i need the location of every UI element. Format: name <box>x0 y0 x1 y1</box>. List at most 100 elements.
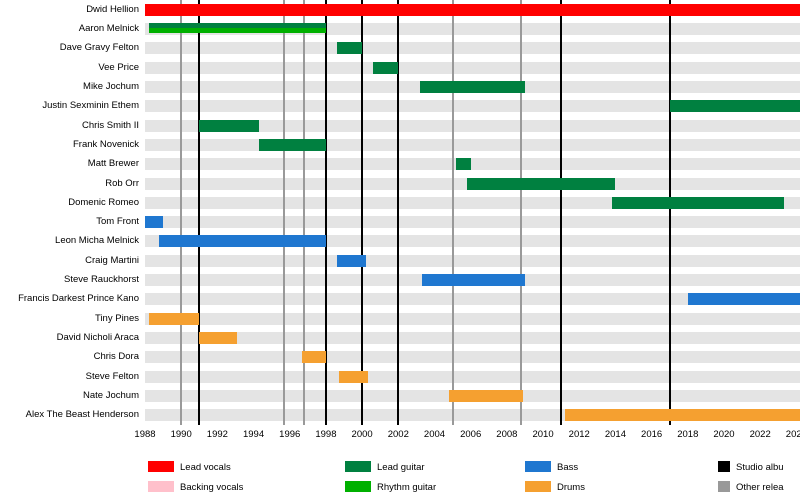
timeline-bar <box>338 370 368 383</box>
member-label: Chris Dora <box>93 351 139 363</box>
legend-label-studio_album: Studio albu <box>736 462 784 473</box>
studio-album-line <box>397 0 400 425</box>
member-label: Matt Brewer <box>87 158 139 170</box>
timeline-bar <box>148 22 326 28</box>
row-band <box>145 370 800 383</box>
legend-swatch-bass <box>525 461 551 472</box>
member-label: David Nicholi Araca <box>56 332 139 344</box>
legend-label-lead_vocals: Lead vocals <box>180 462 231 473</box>
member-label: Leon Micha Melnick <box>55 235 139 247</box>
row-band <box>145 119 800 132</box>
member-label: Craig Martini <box>85 254 139 266</box>
x-axis-tick: 2006 <box>460 429 482 440</box>
x-axis-tick: 1996 <box>279 429 301 440</box>
x-axis-tick: 1994 <box>242 429 265 440</box>
other-release-line <box>283 0 286 425</box>
legend-swatch-studio_album <box>718 461 730 472</box>
timeline-plot-area <box>145 0 800 425</box>
timeline-bar <box>456 158 471 171</box>
member-label: Steve Rauckhorst <box>64 274 139 286</box>
timeline-bar <box>148 27 326 33</box>
x-axis-tick: 2022 <box>749 429 771 440</box>
timeline-bar <box>148 312 200 325</box>
legend-swatch-drums <box>525 481 551 492</box>
timeline-bar <box>372 61 399 74</box>
row-band <box>145 332 800 345</box>
x-axis-tick: 2016 <box>641 429 663 440</box>
legend-label-rhythm_guitar: Rhythm guitar <box>377 482 437 493</box>
row-band <box>145 312 800 325</box>
x-axis: 1988 1990 1992 1994 1996 1998 2000 2002 2004 2006… <box>134 425 800 447</box>
member-label: Justin Sexminin Ethem <box>42 100 139 112</box>
legend-swatch-backing_vocals <box>148 481 174 492</box>
studio-album-line <box>560 0 563 425</box>
legend-label-backing_vocals: Backing vocals <box>180 482 244 493</box>
studio-album-line <box>361 0 364 425</box>
member-label: Domenic Romeo <box>68 196 139 208</box>
timeline-bar <box>336 254 366 267</box>
legend-swatch-lead_guitar <box>345 461 371 472</box>
member-label: Francis Darkest Prince Kano <box>18 293 139 305</box>
member-label: Rob Orr <box>105 177 139 189</box>
x-axis-tick: 2004 <box>423 429 446 440</box>
member-label: Mike Jochum <box>83 80 139 92</box>
row-band <box>145 293 800 306</box>
legend-swatch-other_release <box>718 481 730 492</box>
other-release-line <box>520 0 523 425</box>
timeline-bar <box>467 177 616 190</box>
legend-label-lead_guitar: Lead guitar <box>377 462 425 473</box>
other-release-line <box>451 0 454 425</box>
member-label: Alex The Beast Henderson <box>25 409 139 421</box>
row-band <box>145 100 800 113</box>
legend-swatch-rhythm_guitar <box>345 481 371 492</box>
row-band <box>145 138 800 151</box>
row-band <box>145 351 800 364</box>
x-axis-tick: 1998 <box>315 429 337 440</box>
timeline-bar <box>448 390 524 403</box>
member-label: Aaron Melnick <box>78 22 139 34</box>
member-label: Tom Front <box>96 216 139 228</box>
legend-swatch-lead_vocals <box>148 461 174 472</box>
timeline-bar <box>669 100 800 113</box>
x-axis-tick: 2002 <box>387 429 409 440</box>
studio-album-line <box>198 0 201 425</box>
timeline-bar <box>145 216 164 229</box>
row-band <box>145 158 800 171</box>
legend-label-other_release: Other relea <box>736 482 784 493</box>
x-axis-tick: 1990 <box>170 429 192 440</box>
studio-album-line <box>668 0 671 425</box>
legend: Lead vocals Backing vocals Lead guitar Rhyt… <box>0 455 800 495</box>
member-label-column: Dwid Hellion Aaron Melnick Dave Gravy Felt… <box>0 0 145 425</box>
member-label: Tiny Pines <box>95 312 139 324</box>
other-release-line <box>180 0 183 425</box>
timeline-bar <box>421 274 525 287</box>
member-label: Chris Smith II <box>81 119 139 131</box>
row-band <box>145 254 800 267</box>
member-label: Dwid Hellion <box>86 3 139 15</box>
timeline-bar <box>159 235 326 248</box>
row-band <box>145 216 800 229</box>
row-band <box>145 42 800 55</box>
studio-album-line <box>324 0 327 425</box>
member-label: Nate Jochum <box>83 390 139 402</box>
x-axis-tick: 1992 <box>206 429 228 440</box>
member-label: Frank Novenick <box>73 138 139 150</box>
member-label: Steve Felton <box>85 370 139 382</box>
timeline-bar <box>258 138 326 151</box>
legend-label-drums: Drums <box>557 482 585 493</box>
x-axis-tick: 2012 <box>568 429 590 440</box>
row-band <box>145 61 800 74</box>
legend-label-bass: Bass <box>557 462 579 473</box>
member-label: Dave Gravy Felton <box>59 42 139 54</box>
timeline-bar <box>336 42 363 55</box>
timeline-bar <box>302 351 326 364</box>
timeline-bar <box>420 80 525 93</box>
timeline-bar <box>687 293 800 306</box>
x-axis-tick: 1988 <box>134 429 156 440</box>
timeline-bar <box>611 196 784 209</box>
timeline-bar <box>199 119 259 132</box>
x-axis-tick: 2000 <box>351 429 373 440</box>
x-axis-tick: 2018 <box>677 429 699 440</box>
other-release-line <box>303 0 306 425</box>
